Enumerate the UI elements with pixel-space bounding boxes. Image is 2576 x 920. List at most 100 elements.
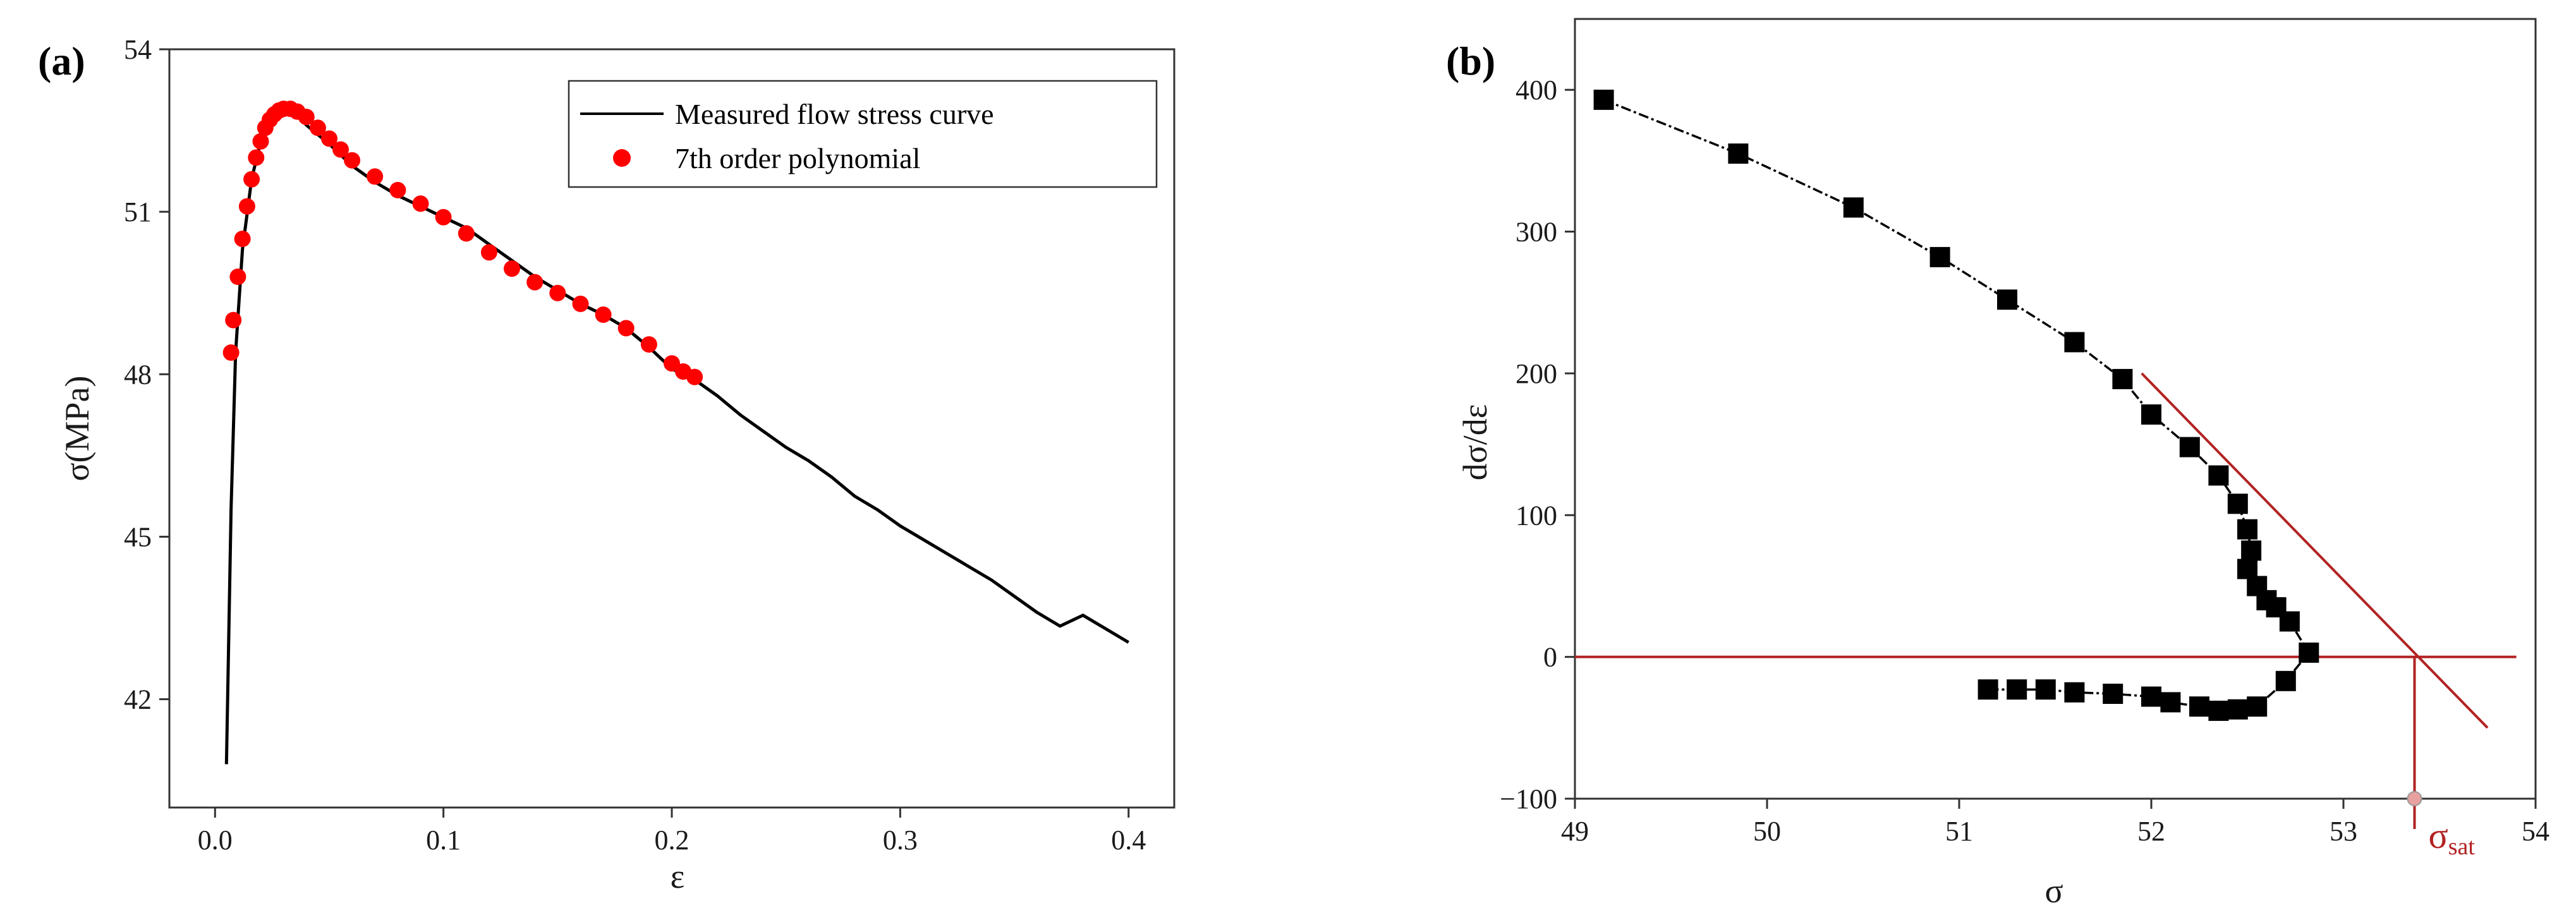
polynomial-point bbox=[229, 269, 246, 285]
derivative-point bbox=[2299, 642, 2319, 663]
derivative-point bbox=[1728, 143, 1749, 164]
panel-b-x-tick-label: 50 bbox=[1753, 816, 1781, 847]
panel-b-x-tick-label: 54 bbox=[2522, 816, 2549, 847]
derivative-point bbox=[2112, 368, 2133, 389]
polynomial-point bbox=[504, 260, 520, 277]
derivative-point bbox=[2208, 465, 2229, 486]
panel-a-legend: Measured flow stress curve 7th order pol… bbox=[568, 80, 1158, 188]
polynomial-point bbox=[617, 320, 635, 337]
panel-b-y-tick-label: 0 bbox=[1543, 642, 1557, 673]
panel-b-x-tick-label: 52 bbox=[2137, 816, 2165, 847]
panel-a-x-tick-label: 0.1 bbox=[426, 825, 461, 856]
derivative-point bbox=[1997, 289, 2017, 310]
polynomial-point bbox=[435, 209, 452, 226]
derivative-point bbox=[2160, 692, 2181, 713]
derivative-point bbox=[2064, 332, 2085, 353]
polynomial-point bbox=[298, 109, 315, 126]
panel-a-x-tick-label: 0.4 bbox=[1111, 825, 1146, 856]
panel-a-x-tick-label: 0.3 bbox=[883, 825, 918, 856]
panel-a-y-axis-title: σ(MPa) bbox=[58, 375, 96, 481]
panel-a: (a) ε σ(MPa) 0.0 0.1 0.2 0.3 0.4 42 45 48 51 54 M… bbox=[38, 34, 1176, 895]
panel-a-marks bbox=[222, 100, 1129, 765]
panel-b-ticks: 49 50 51 52 53 54 −100 0 100 200 300 400 bbox=[1500, 75, 2549, 847]
legend-label-measured: Measured flow stress curve bbox=[675, 98, 994, 130]
derivative-point bbox=[2247, 696, 2268, 717]
derivative-point bbox=[1929, 246, 1950, 267]
derivative-point bbox=[2208, 700, 2229, 721]
polynomial-point bbox=[480, 244, 497, 261]
derivative-point bbox=[2007, 679, 2027, 700]
polynomial-point bbox=[595, 306, 612, 323]
derivative-point bbox=[1593, 89, 1614, 110]
polynomial-point bbox=[243, 171, 260, 188]
derivative-point bbox=[2227, 493, 2248, 514]
derivative-point bbox=[2064, 682, 2085, 703]
measured-flow-stress-curve bbox=[224, 107, 1129, 765]
polynomial-point bbox=[234, 231, 251, 247]
panel-b-y-tick-label: 400 bbox=[1516, 75, 1557, 106]
sigma-sat-marker bbox=[2407, 791, 2422, 806]
polynomial-point bbox=[458, 225, 475, 242]
polynomial-point bbox=[309, 119, 326, 136]
derivative-point bbox=[2141, 686, 2161, 707]
panel-b-plot-frame bbox=[1574, 18, 2537, 800]
legend-dot-swatch bbox=[613, 149, 631, 167]
sigma-sat-symbol: σ bbox=[2428, 815, 2448, 856]
panel-a-ticks: 0.0 0.1 0.2 0.3 0.4 42 45 48 51 54 bbox=[124, 34, 1146, 856]
panel-b-x-tick-label: 49 bbox=[1561, 816, 1589, 847]
panel-a-x-tick-label: 0.0 bbox=[198, 825, 233, 856]
sigma-sat-subscript: sat bbox=[2448, 833, 2476, 860]
derivative-point bbox=[2103, 684, 2123, 704]
legend-label-polynomial: 7th order polynomial bbox=[675, 142, 920, 174]
panel-b-y-tick-label: 100 bbox=[1516, 500, 1557, 531]
polynomial-point bbox=[367, 168, 384, 185]
panel-b: (b) σ dσ/dε 49 50 51 52 53 54 −100 0 100 200 300 40… bbox=[1446, 18, 2549, 910]
panel-a-y-tick-label: 54 bbox=[124, 34, 152, 65]
panel-a-y-tick-label: 48 bbox=[124, 359, 152, 390]
polynomial-point bbox=[389, 181, 406, 198]
derivative-point bbox=[2227, 699, 2248, 720]
panel-b-label: (b) bbox=[1446, 39, 1495, 83]
derivative-point bbox=[2279, 611, 2300, 632]
polynomial-point bbox=[344, 152, 361, 169]
derivative-point bbox=[2189, 696, 2209, 717]
derivative-point bbox=[2035, 679, 2056, 700]
polynomial-point bbox=[248, 149, 265, 166]
polynomial-point bbox=[572, 295, 589, 312]
derivative-point bbox=[1843, 197, 1864, 218]
tangent-line bbox=[2141, 372, 2489, 729]
derivative-point bbox=[2237, 559, 2257, 579]
panel-b-y-axis-title: dσ/dε bbox=[1456, 404, 1494, 481]
polynomial-point bbox=[549, 284, 566, 301]
polynomial-point bbox=[238, 198, 255, 215]
panel-a-y-tick-label: 42 bbox=[124, 684, 152, 715]
panel-b-x-tick-label: 51 bbox=[1945, 816, 1973, 847]
panel-a-x-tick-label: 0.2 bbox=[655, 825, 690, 856]
polynomial-point bbox=[640, 336, 657, 353]
polynomial-point bbox=[252, 133, 269, 150]
polynomial-point bbox=[332, 141, 349, 158]
panel-a-label: (a) bbox=[38, 39, 85, 83]
derivative-point bbox=[2141, 404, 2161, 425]
polynomial-point bbox=[412, 195, 429, 212]
polynomial-point bbox=[321, 130, 337, 147]
legend-box bbox=[568, 80, 1158, 188]
polynomial-point bbox=[664, 355, 680, 372]
panel-b-x-axis-title: σ bbox=[2044, 872, 2063, 910]
polynomial-point bbox=[686, 368, 703, 385]
panel-b-y-tick-label: 200 bbox=[1516, 358, 1557, 389]
polynomial-point bbox=[526, 274, 544, 291]
derivative-point bbox=[2179, 437, 2200, 457]
derivative-point bbox=[2241, 540, 2262, 561]
sigma-sat-annotation: σsat bbox=[2428, 815, 2475, 860]
panel-a-x-axis-title: ε bbox=[671, 857, 685, 895]
panel-b-y-tick-label: −100 bbox=[1500, 784, 1557, 814]
panel-a-y-tick-label: 51 bbox=[124, 197, 152, 227]
panel-b-y-tick-label: 300 bbox=[1516, 217, 1557, 248]
derivative-point bbox=[2237, 519, 2257, 540]
derivative-point bbox=[2275, 670, 2296, 691]
derivative-point bbox=[1978, 679, 1998, 700]
derivative-curve bbox=[1603, 99, 2311, 712]
panel-b-x-tick-label: 53 bbox=[2330, 816, 2357, 847]
